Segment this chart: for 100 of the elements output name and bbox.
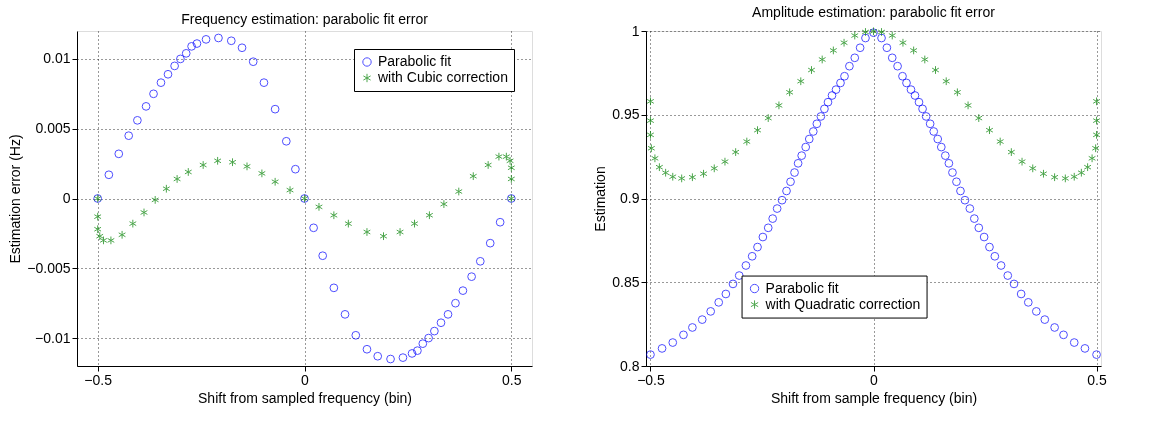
- point: [807, 65, 816, 75]
- point: [128, 219, 137, 228]
- point: [281, 136, 291, 146]
- point: [259, 78, 269, 88]
- point: [996, 137, 1005, 146]
- point: [379, 231, 388, 241]
- x-tick-label: 0: [301, 371, 310, 388]
- point: [340, 309, 350, 319]
- point: [258, 169, 266, 178]
- point: [156, 78, 166, 88]
- point: [351, 330, 361, 340]
- point: [1092, 96, 1101, 106]
- legend-label: with Quadratic correction: [764, 295, 921, 312]
- x-tick-label: 0: [870, 371, 879, 388]
- point: [850, 31, 859, 40]
- point: [647, 143, 656, 153]
- point: [424, 333, 433, 343]
- y-tick-label: 0.005: [35, 120, 71, 137]
- point: [443, 309, 453, 319]
- point: [407, 349, 417, 358]
- point: [506, 156, 514, 166]
- point: [668, 172, 677, 182]
- point: [475, 256, 485, 266]
- point: [909, 46, 918, 55]
- y-tick-label: −0.01: [35, 329, 71, 346]
- point: [286, 185, 294, 195]
- point: [1091, 143, 1100, 153]
- point: [785, 87, 794, 97]
- x-axis-title: Shift from sample frequency (bin): [770, 389, 978, 406]
- point: [974, 113, 983, 123]
- point: [1092, 116, 1101, 125]
- y-axis-title: Estimation: [592, 166, 609, 232]
- point: [710, 163, 719, 173]
- point: [495, 152, 503, 161]
- point: [931, 65, 940, 75]
- point: [1070, 172, 1079, 182]
- point: [764, 113, 773, 123]
- point: [646, 96, 655, 106]
- point: [291, 164, 300, 174]
- point: [507, 174, 516, 184]
- point: [362, 344, 372, 354]
- point: [199, 160, 208, 170]
- point: [688, 172, 697, 182]
- y-tick-label: 0: [62, 190, 71, 206]
- point: [899, 38, 907, 48]
- point: [721, 157, 729, 167]
- point: [1083, 162, 1092, 172]
- point: [440, 199, 448, 209]
- point: [1077, 168, 1086, 178]
- point: [467, 272, 476, 282]
- point: [1092, 130, 1101, 140]
- point: [149, 89, 158, 99]
- point: [107, 236, 115, 245]
- point: [318, 251, 328, 261]
- point: [829, 46, 838, 55]
- x-tick-label: −0.5: [637, 371, 665, 388]
- point: [677, 174, 686, 183]
- point: [114, 149, 124, 159]
- point: [1050, 172, 1059, 182]
- point: [418, 339, 428, 349]
- point: [699, 169, 708, 179]
- x-axis-title: Shift from sampled frequency (bin): [198, 389, 412, 406]
- point: [410, 219, 419, 228]
- point: [485, 238, 495, 248]
- point: [731, 147, 740, 157]
- point: [651, 153, 659, 163]
- point: [228, 157, 237, 167]
- y-tick-label: −0.005: [27, 259, 71, 276]
- point: [495, 217, 505, 227]
- point: [201, 35, 211, 44]
- y-tick-label: 0.85: [612, 273, 640, 290]
- point: [118, 230, 126, 240]
- point: [329, 283, 339, 293]
- point: [1028, 163, 1037, 173]
- point: [176, 54, 185, 64]
- point: [451, 298, 460, 308]
- point: [173, 174, 181, 184]
- x-tick-label: 0.5: [1087, 371, 1107, 388]
- point: [141, 102, 151, 111]
- point: [151, 195, 160, 205]
- x-tick-label: −0.5: [84, 371, 113, 388]
- point: [655, 162, 664, 172]
- point: [458, 286, 468, 295]
- point: [344, 219, 353, 228]
- point: [104, 170, 114, 180]
- point: [454, 187, 463, 196]
- point: [840, 38, 848, 48]
- point: [140, 208, 148, 217]
- point: [1039, 169, 1048, 179]
- point: [964, 101, 972, 110]
- point: [953, 87, 962, 97]
- point: [861, 27, 870, 37]
- point: [942, 76, 951, 86]
- chart-title: Amplitude estimation: parabolic fit error: [752, 4, 996, 20]
- point: [1061, 174, 1070, 183]
- point: [796, 76, 805, 86]
- point: [985, 125, 994, 135]
- point: [248, 57, 258, 67]
- y-tick-label: 1: [631, 22, 640, 39]
- point: [214, 33, 223, 43]
